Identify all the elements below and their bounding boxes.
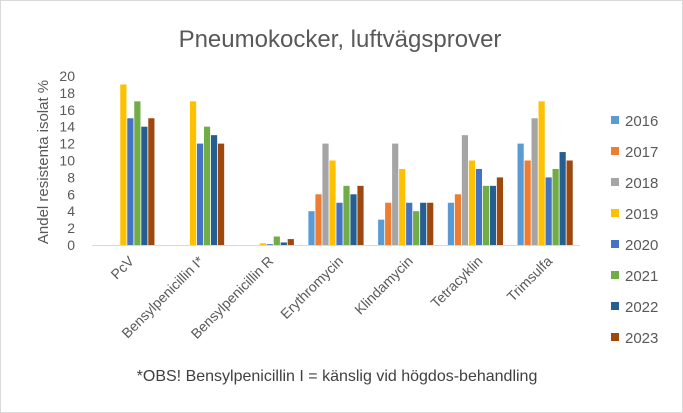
y-tick-label: 12	[59, 136, 75, 152]
bar-2016	[517, 143, 524, 245]
bar-2021	[273, 236, 280, 245]
bar-2019	[189, 101, 197, 245]
legend-swatch-2020	[611, 240, 619, 248]
y-tick-label: 20	[59, 68, 75, 84]
y-tick-label: 4	[67, 203, 75, 219]
legend-swatch-2021	[611, 271, 619, 279]
legend-label: 2020	[625, 237, 658, 254]
bar-2017	[385, 202, 392, 245]
legend-swatch-2016	[611, 116, 619, 124]
bar-2023	[148, 118, 155, 245]
bar-2022	[280, 242, 287, 245]
bar-2018	[531, 118, 538, 245]
bar-2019	[329, 160, 336, 245]
bar-2019	[259, 243, 266, 245]
bar-2017	[315, 194, 322, 245]
bar-2021	[134, 101, 141, 245]
bar-2016	[308, 211, 315, 245]
bar-2023	[427, 202, 434, 245]
bar-2020	[196, 143, 204, 245]
bar-2016	[447, 202, 455, 245]
legend-swatch-2017	[611, 147, 619, 155]
bar-2023	[566, 160, 573, 245]
y-tick-label: 16	[59, 102, 75, 118]
legend-swatch-2018	[611, 178, 619, 186]
bar-2020	[266, 244, 273, 245]
bar-2018	[322, 143, 329, 245]
y-tick-label: 10	[59, 153, 75, 169]
legend-swatch-2019	[611, 209, 619, 217]
bar-2020	[336, 202, 343, 245]
bar-2021	[482, 185, 490, 245]
footnote: *OBS! Bensylpenicillin I = känslig vid h…	[137, 368, 538, 385]
y-axis-label: Andel resistenta isolat %	[35, 80, 52, 244]
y-tick-label: 0	[67, 237, 75, 253]
legend-label: 2022	[625, 299, 658, 316]
y-tick-label: 6	[67, 186, 75, 202]
bar-2023	[217, 143, 225, 245]
bar-2019	[468, 160, 476, 245]
bar-2022	[141, 126, 148, 245]
legend-label: 2019	[625, 206, 658, 223]
bar-2020	[475, 168, 483, 245]
bar-2022	[420, 202, 427, 245]
legend-label: 2016	[625, 113, 658, 130]
y-tick-label: 18	[59, 85, 75, 101]
chart-title: Pneumokocker, luftvägsprover	[179, 26, 502, 53]
bar-2022	[350, 194, 357, 245]
bar-2021	[203, 126, 211, 245]
legend-label: 2017	[625, 144, 658, 161]
bar-2018	[392, 143, 399, 245]
bar-2016	[378, 219, 385, 245]
bar-2023	[496, 177, 504, 245]
bar-2020	[545, 177, 552, 245]
bar-2020	[127, 118, 134, 245]
bar-2022	[210, 135, 218, 245]
bar-2020	[406, 202, 413, 245]
bar-2021	[552, 168, 559, 245]
legend-swatch-2022	[611, 302, 619, 310]
legend-label: 2023	[625, 330, 658, 347]
y-tick-label: 8	[67, 169, 75, 185]
bar-2022	[559, 152, 566, 245]
legend-swatch-2023	[611, 333, 619, 341]
bar-2023	[357, 185, 364, 245]
bar-2017	[524, 160, 531, 245]
bar-2019	[399, 168, 406, 245]
y-tick-label: 14	[59, 119, 75, 135]
bar-2018	[461, 135, 469, 245]
bar-2017	[454, 194, 462, 245]
bar-2019	[120, 84, 127, 245]
bar-2021	[413, 211, 420, 245]
bar-2019	[538, 101, 545, 245]
y-tick-label: 2	[67, 220, 75, 236]
legend: 2016 2017 2018 2019 2020 2021 2022 2023	[611, 113, 658, 347]
bar-2021	[343, 185, 350, 245]
legend-label: 2018	[625, 175, 658, 192]
bar-2023	[287, 239, 294, 245]
bar-2022	[489, 185, 497, 245]
legend-label: 2021	[625, 268, 658, 285]
